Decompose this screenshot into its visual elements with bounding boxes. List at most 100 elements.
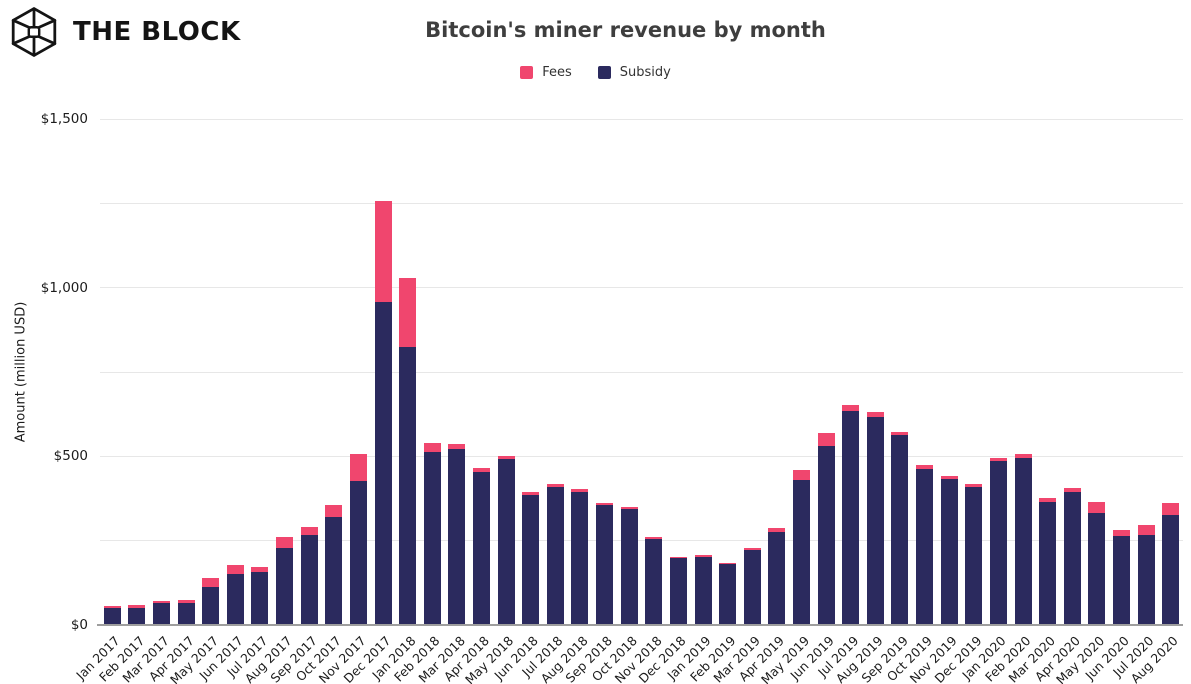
bar-fees-segment bbox=[325, 505, 343, 518]
bar-subsidy-segment bbox=[1162, 514, 1180, 625]
bar-subsidy-segment bbox=[743, 549, 761, 625]
brand-name: THE BLOCK bbox=[73, 17, 241, 47]
bar-fees-segment bbox=[276, 537, 294, 549]
bar-fees-segment bbox=[448, 444, 466, 450]
bar-subsidy-segment bbox=[349, 480, 367, 625]
bar-subsidy-segment bbox=[645, 539, 663, 625]
bar-fees-segment bbox=[374, 201, 392, 303]
bar-subsidy-segment bbox=[620, 508, 638, 625]
bar-subsidy-segment bbox=[202, 586, 220, 625]
bar-subsidy-segment bbox=[965, 486, 983, 625]
bar-subsidy-segment bbox=[989, 461, 1007, 625]
legend: Fees Subsidy bbox=[0, 65, 1191, 80]
bar-subsidy-segment bbox=[399, 346, 417, 625]
bar-subsidy-segment bbox=[1014, 458, 1032, 625]
x-axis: Jan 2017 Feb 2017 Mar 2017 Apr 2017 May 2017… bbox=[73, 625, 1183, 684]
legend-item-subsidy: Subsidy bbox=[597, 65, 671, 80]
bar-subsidy-segment bbox=[596, 504, 614, 625]
bar-subsidy-segment bbox=[276, 548, 294, 625]
bar-subsidy-segment bbox=[177, 603, 195, 625]
bar-fees-segment bbox=[251, 566, 269, 573]
bar-fees-segment bbox=[177, 600, 195, 604]
y-axis-tick-label: $500 bbox=[53, 448, 88, 465]
bar-fees-segment bbox=[940, 475, 958, 479]
gridline-1500 bbox=[100, 118, 1183, 120]
bar-subsidy-segment bbox=[817, 445, 835, 625]
bar-subsidy-segment bbox=[153, 603, 171, 625]
bar-fees-segment bbox=[989, 458, 1007, 462]
bar-fees-segment bbox=[571, 489, 589, 493]
bar-subsidy-segment bbox=[226, 574, 244, 625]
bar-subsidy-segment bbox=[669, 558, 687, 625]
bar-fees-segment bbox=[645, 537, 663, 540]
bar-fees-segment bbox=[965, 484, 983, 487]
bar-fees-segment bbox=[1039, 498, 1057, 502]
y-axis-tick-label: $1,500 bbox=[40, 111, 88, 127]
bar-subsidy-segment bbox=[694, 556, 712, 625]
bar-fees-segment bbox=[694, 554, 712, 557]
bar-fees-segment bbox=[497, 455, 515, 459]
bar-subsidy-segment bbox=[719, 564, 737, 625]
bar-fees-segment bbox=[916, 465, 934, 469]
bar-subsidy-segment bbox=[546, 486, 564, 625]
y-axis-tick-label: $0 bbox=[70, 617, 88, 633]
bar-subsidy-segment bbox=[128, 607, 146, 625]
bar-fees-segment bbox=[719, 562, 737, 565]
bar-subsidy-segment bbox=[1137, 534, 1155, 625]
bar-subsidy-segment bbox=[325, 517, 343, 625]
bar-fees-segment bbox=[128, 605, 146, 608]
gridline-750 bbox=[100, 371, 1183, 373]
legend-label: Fees bbox=[542, 65, 572, 80]
bar-subsidy-segment bbox=[251, 572, 269, 625]
bar-fees-segment bbox=[866, 411, 884, 417]
bar-fees-segment bbox=[891, 431, 909, 436]
bar-fees-segment bbox=[226, 565, 244, 575]
bar-subsidy-segment bbox=[891, 435, 909, 625]
bar-fees-segment bbox=[473, 468, 490, 473]
legend-swatch-fees bbox=[520, 66, 534, 79]
bar-subsidy-segment bbox=[103, 608, 121, 625]
gridline-500 bbox=[100, 455, 1183, 457]
bar-fees-segment bbox=[522, 492, 540, 496]
bar-subsidy-segment bbox=[1039, 501, 1057, 625]
bar-subsidy-segment bbox=[916, 468, 934, 625]
bar-subsidy-segment bbox=[792, 480, 810, 625]
bar-fees-segment bbox=[1088, 501, 1106, 514]
bar-fees-segment bbox=[768, 527, 786, 532]
bar-fees-segment bbox=[596, 502, 614, 505]
bar-subsidy-segment bbox=[940, 478, 958, 625]
bar-subsidy-segment bbox=[423, 452, 441, 625]
gridline-250 bbox=[100, 540, 1183, 542]
legend-swatch-subsidy bbox=[597, 66, 611, 79]
bar-subsidy-segment bbox=[842, 411, 860, 625]
bar-subsidy-segment bbox=[571, 492, 589, 625]
bar-fees-segment bbox=[743, 547, 761, 550]
bar-fees-segment bbox=[399, 278, 417, 347]
bar-subsidy-segment bbox=[448, 449, 466, 625]
brand: THE BLOCK bbox=[8, 6, 241, 58]
bar-fees-segment bbox=[1137, 525, 1155, 535]
the-block-logo-icon bbox=[11, 7, 57, 57]
bar-subsidy-segment bbox=[497, 458, 515, 625]
bar-fees-segment bbox=[669, 556, 687, 559]
bar-fees-segment bbox=[1063, 488, 1081, 492]
bar-fees-segment bbox=[1112, 530, 1130, 536]
bar-fees-segment bbox=[423, 443, 441, 453]
bar-fees-segment bbox=[153, 600, 171, 604]
bar-fees-segment bbox=[202, 578, 220, 587]
bar-subsidy-segment bbox=[768, 531, 786, 625]
chart-title: Bitcoin's miner revenue by month bbox=[425, 18, 826, 42]
bar-fees-segment bbox=[349, 453, 367, 481]
y-axis: $0 $500 $1,000 $1,500 bbox=[0, 111, 90, 633]
bar-fees-segment bbox=[842, 404, 860, 412]
legend-item-fees: Fees bbox=[520, 65, 572, 80]
bar-fees-segment bbox=[620, 506, 638, 509]
bar-subsidy-segment bbox=[1112, 535, 1130, 625]
bar-subsidy-segment bbox=[522, 495, 540, 625]
plot-area bbox=[97, 118, 1183, 626]
gridline-1250 bbox=[100, 202, 1183, 204]
bar-subsidy-segment bbox=[300, 535, 318, 625]
bar-fees-segment bbox=[103, 605, 121, 609]
bar-subsidy-segment bbox=[1088, 513, 1106, 625]
